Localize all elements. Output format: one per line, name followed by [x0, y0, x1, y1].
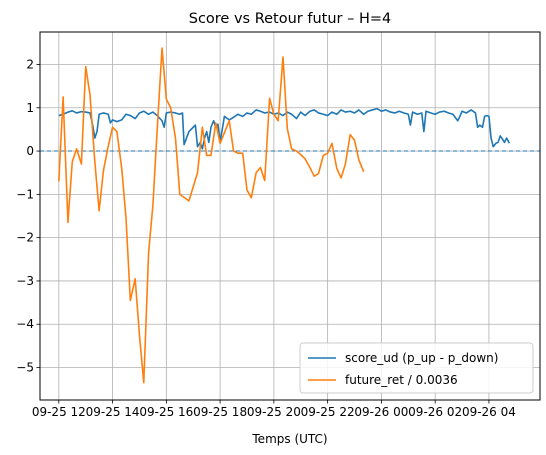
y-tick-label-6: −4: [16, 317, 34, 331]
tick-group: 09-25 12 09-25 14 09-25 16 09-25 18 09-25 20…: [16, 57, 516, 419]
legend-box: [299, 342, 534, 394]
x-tick-label-8: 09-26 04: [462, 405, 516, 419]
legend-label-score: score_ud (p_up - p_down): [345, 351, 498, 365]
x-tick-label-2: 09-25 16: [139, 405, 193, 419]
x-tick-label-0: 09-25 12: [32, 405, 86, 419]
series-group: [58, 47, 511, 384]
x-axis-label: Temps (UTC): [251, 432, 327, 446]
x-tick-label-6: 09-26 00: [354, 405, 408, 419]
y-tick-label-7: −5: [16, 361, 34, 375]
x-tick-label-4: 09-25 20: [247, 405, 301, 419]
legend-label-future: future_ret / 0.0036: [345, 373, 458, 387]
legend: score_ud (p_up - p_down) future_ret / 0.…: [299, 342, 534, 394]
y-tick-label-1: 1: [26, 101, 34, 115]
x-tick-label-5: 09-25 22: [301, 405, 355, 419]
y-tick-label-5: −3: [16, 274, 34, 288]
y-tick-label-0: 2: [26, 57, 34, 71]
series-line-1: [58, 47, 365, 384]
x-tick-label-1: 09-25 14: [86, 405, 140, 419]
y-tick-label-4: −2: [16, 231, 34, 245]
x-tick-label-3: 09-25 18: [193, 405, 247, 419]
y-tick-label-3: −1: [16, 187, 34, 201]
plot-frame: [39, 31, 541, 401]
series-line-0: [58, 107, 511, 150]
x-tick-label-7: 09-26 02: [408, 405, 462, 419]
chart-title: Score vs Retour futur – H=4: [189, 11, 392, 27]
y-tick-label-2: 0: [26, 144, 34, 158]
